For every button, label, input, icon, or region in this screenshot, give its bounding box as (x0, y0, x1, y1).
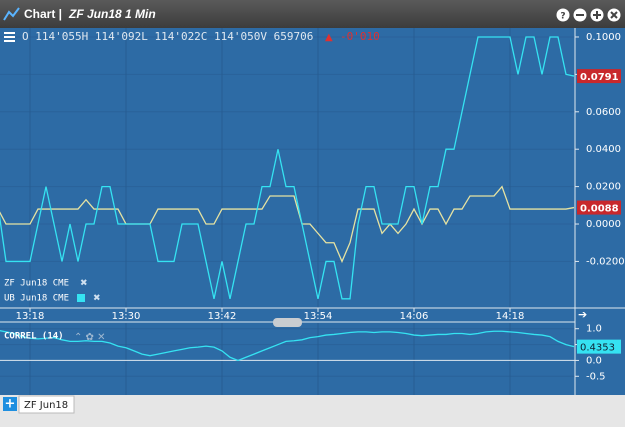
plot (0, 330, 575, 362)
last-value-label: 0.0088 (580, 204, 619, 215)
add-tab-glyph: + (5, 397, 16, 412)
study-controls[interactable]: ⌃ ✿ ✕ (74, 332, 106, 343)
ohlc-readout: O 114'055H 114'092L 114'022C 114'050V 65… (22, 30, 313, 43)
plot (0, 36, 575, 300)
last-value-label: 0.4353 (580, 343, 615, 354)
y-tick-label: 0.0600 (586, 107, 621, 118)
x-tick-label: 13:18 (16, 311, 45, 322)
help-glyph: ? (560, 12, 565, 22)
legend-remove[interactable]: ✖ (80, 279, 88, 289)
change-arrow: ▲ (325, 32, 333, 43)
scroll-arrow[interactable]: ➔ (578, 308, 587, 321)
last-value-label: 0.0791 (580, 72, 619, 83)
y-tick-label: 0.0400 (586, 144, 621, 155)
y-tick-label: 0.0 (586, 355, 602, 366)
chart-icon (3, 7, 20, 21)
title-bar (0, 0, 625, 28)
y-tick-label: 0.1000 (586, 32, 621, 43)
y-tick-label: 0.0200 (586, 182, 621, 193)
help-button[interactable] (556, 8, 570, 22)
series-line (0, 36, 575, 300)
x-tick-label: 14:06 (400, 311, 429, 322)
legend-remove[interactable]: ✖ (93, 294, 101, 304)
x-tick-label: 13:42 (208, 311, 237, 322)
chart-area (0, 28, 625, 395)
study-title: CORREL (14) (4, 332, 64, 342)
last-value-box (577, 69, 621, 84)
window-controls[interactable] (556, 8, 621, 22)
x-tick-label: 14:18 (496, 311, 525, 322)
last-value-box (577, 339, 621, 354)
add-tab-button[interactable] (3, 397, 17, 411)
y-tick-label: -0.5 (586, 371, 606, 382)
control-glyphs (576, 11, 618, 19)
y-tick-label: -0.0200 (586, 256, 625, 267)
tab-bar (0, 395, 625, 427)
last-value-box (577, 200, 621, 215)
tab-label[interactable]: ZF Jun18 (24, 400, 68, 411)
y-tick-label: 1.0 (586, 324, 602, 335)
tab[interactable] (18, 395, 75, 414)
legend-swatch (77, 294, 85, 302)
legend-label: ZF Jun18 CME (4, 279, 69, 289)
panel-resize-handle[interactable] (273, 318, 302, 327)
window-subtitle: ZF Jun18 1 Min (68, 7, 156, 21)
series-line (0, 185, 575, 264)
change-readout: -0'010 (340, 30, 380, 43)
series-line (0, 330, 575, 362)
legend-label: UB Jun18 CME (4, 294, 69, 304)
x-tick-label: 13:30 (112, 311, 141, 322)
window-title: Chart | (24, 7, 62, 21)
x-tick-label: 13:54 (304, 311, 333, 322)
menu-icon[interactable] (4, 32, 15, 42)
y-tick-label: 0.0000 (586, 219, 621, 230)
